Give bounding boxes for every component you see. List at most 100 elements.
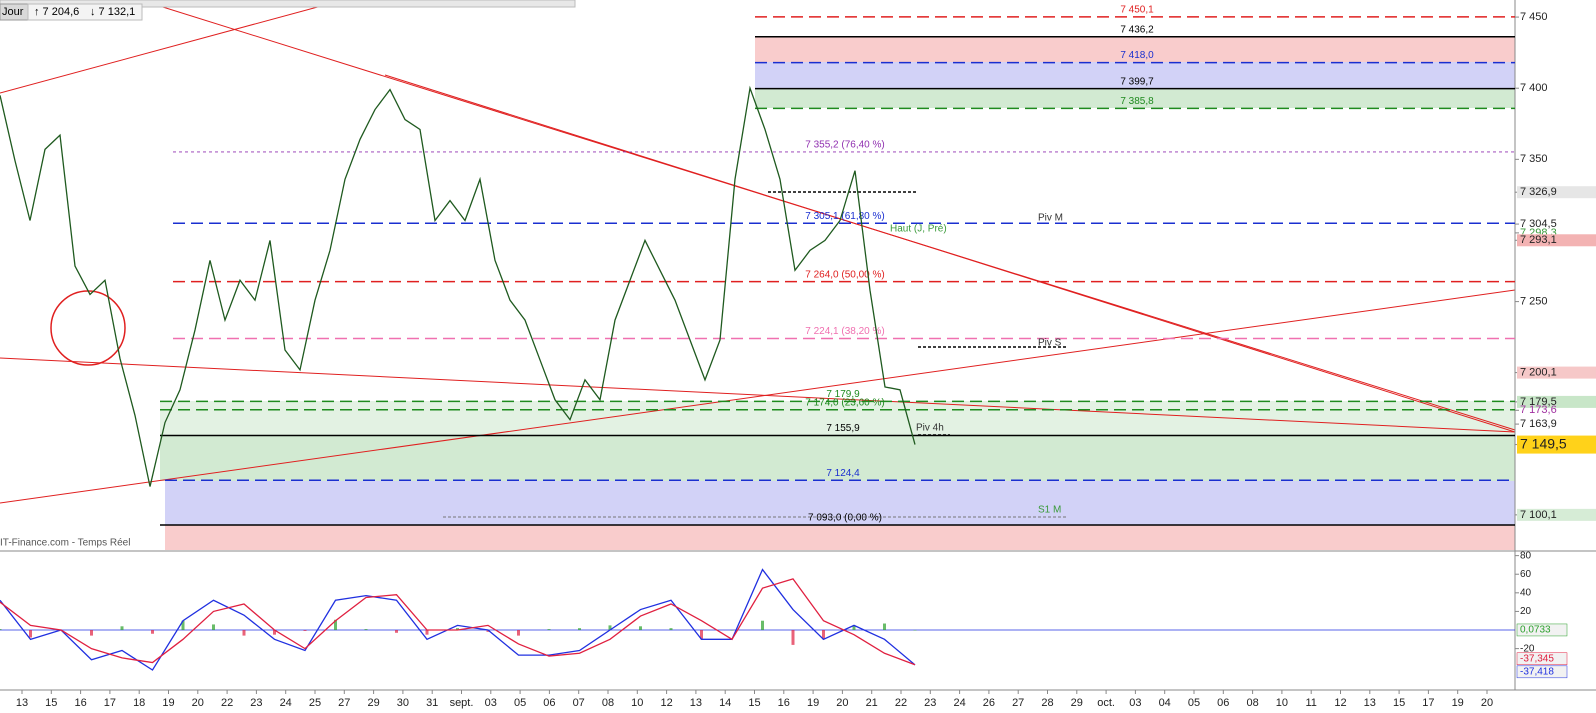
level-label: 7 399,7 [1120,76,1154,87]
x-tick-label: 05 [1188,697,1200,709]
zone [160,436,1515,481]
tick-label-bg [1517,435,1596,454]
value-label: -37,345 [1520,653,1554,664]
series-line [0,85,916,487]
histogram-bar [883,623,886,631]
x-tick-label: 30 [397,697,409,709]
x-tick-label: 13 [690,697,702,709]
value-label-bg [1516,652,1568,665]
x-tick-label: 20 [1481,697,1493,709]
level-label: 7 264,0 (50,00 %) [805,269,885,280]
x-tick-label: 24 [953,697,965,709]
histogram-bar [181,620,185,631]
watermark: IT-Finance.com - Temps Réel [0,538,130,549]
histogram-bar [120,626,124,631]
level-label: 7 385,8 [1120,96,1154,107]
y-tick-label: 80 [1520,550,1532,561]
value-label: 0,0733 [1520,625,1551,636]
x-tick-label: 29 [1071,697,1083,709]
trend-line [0,357,1516,433]
x-tick-label: 10 [1276,697,1288,709]
x-tick-label: 21 [866,697,878,709]
y-tick-label: 7 163,9 [1520,418,1557,430]
histogram-bar [90,630,93,636]
x-tick-label: 16 [778,697,790,709]
tick-label-bg [1517,234,1596,247]
series-line [0,578,916,666]
x-tick-label: 08 [1246,697,1258,709]
x-tick-label: 05 [514,697,526,709]
histogram-bar [852,625,856,631]
histogram-bar [273,630,276,635]
histogram-bar [822,630,825,640]
histogram-bar [486,630,490,632]
tick-label-bg [1517,186,1596,199]
y-tick-label: 60 [1520,569,1532,580]
trend-lines [0,2,1516,504]
histogram-bar [517,630,520,636]
level-label: 7 450,1 [1120,5,1154,16]
y-tick-label: 7 293,1 [1520,234,1557,246]
y-tick-label: 7 100,1 [1520,509,1557,521]
x-tick-label: 18 [133,697,145,709]
y-tick-label: -20 [1520,643,1535,654]
annotation: Piv 4h [916,423,944,434]
x-tick-label: 22 [895,697,907,709]
level-label: 7 124,4 [826,468,860,479]
zone [160,401,1515,436]
y-tick-label: 7 173,6 [1520,404,1557,416]
x-tick-label: 17 [104,697,116,709]
x-tick-label: 20 [836,697,848,709]
histogram-bar [608,625,612,631]
level-label: 7 155,9 [826,423,860,434]
level-label: 7 224,1 (38,20 %) [805,326,885,337]
x-tick-label: 25 [309,697,321,709]
y-tick-label: 20 [1520,606,1532,617]
x-tick-label: 06 [1217,697,1229,709]
tick-label-bg [1517,508,1596,521]
annotation: Haut (J, Pré) [890,224,947,235]
x-tick-label: 23 [924,697,936,709]
x-tick-label: 15 [45,697,57,709]
high: ↑ 7 204,6 [34,6,79,18]
histogram-bar [242,630,246,636]
histogram-bar [151,630,154,634]
histogram-bar [456,628,459,631]
x-tick-label: 08 [602,697,614,709]
x-tick-label: 24 [280,697,292,709]
histogram-bar [578,628,581,631]
zone [165,525,1515,550]
histogram-bar [700,630,703,640]
x-tick-label: 19 [807,697,819,709]
x-tick-label: 07 [573,697,585,709]
y-tick-label: 7 326,9 [1520,186,1557,198]
x-tick-label: oct. [1097,697,1115,709]
histogram-bar [425,630,429,635]
x-tick-label: 04 [1159,697,1171,709]
histogram-bar [547,629,551,631]
x-tick-label: 29 [367,697,379,709]
value-label-bg [1516,665,1568,679]
histogram-bar [761,620,764,631]
zone [755,62,1515,88]
y-tick-label: 7 200,1 [1520,367,1557,379]
zone [755,37,1515,62]
x-tick-label: 22 [221,697,233,709]
x-tick-label: 15 [748,697,760,709]
trend-line [0,289,1516,504]
x-tick-label: 10 [631,697,643,709]
x-tick-label: 15 [1393,697,1405,709]
histogram-bar [639,626,642,631]
period[interactable]: Jour [2,6,24,18]
histogram-bar [791,630,795,645]
value-label-bg [1516,623,1568,637]
histogram-bar [212,624,215,631]
histogram-bar [669,628,673,631]
x-tick-label: 23 [250,697,262,709]
x-tick-label: 19 [162,697,174,709]
x-tick-label: 28 [1041,697,1053,709]
annotation: Piv S [1038,338,1062,349]
y-tick-label: 7 250 [1520,296,1548,308]
y-tick-label: 7 400 [1520,82,1548,94]
